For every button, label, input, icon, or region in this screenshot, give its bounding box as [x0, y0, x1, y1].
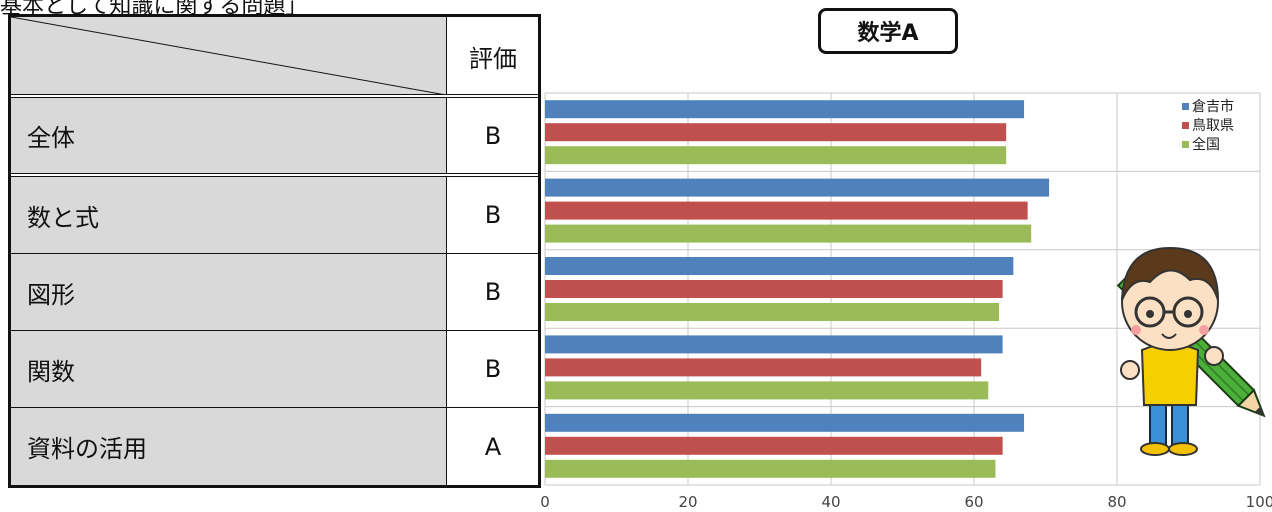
- diagonal-line: [11, 17, 446, 95]
- bar: [545, 413, 1025, 432]
- bar: [545, 146, 1007, 165]
- legend-label: 鳥取県: [1192, 118, 1234, 134]
- table-row: 資料の活用 A: [11, 408, 538, 485]
- boy-with-pencil-icon: [1116, 246, 1266, 456]
- row-grade: B: [448, 98, 538, 173]
- table-row: 関数 B: [11, 331, 538, 407]
- legend-swatch: [1182, 122, 1189, 129]
- bar: [545, 335, 1003, 354]
- x-tick-label: 60: [964, 493, 983, 511]
- grade-header: 評価: [448, 17, 538, 95]
- row-divider: [11, 173, 538, 177]
- evaluation-table: 評価 全体 B 数と式 B 図形 B 関数 B 資料の活用 A: [8, 14, 541, 488]
- x-tick-label: 100: [1246, 493, 1272, 511]
- legend-swatch: [1182, 141, 1189, 148]
- table-corner-cell: [11, 17, 447, 95]
- row-divider: [11, 94, 538, 98]
- bar: [545, 123, 1007, 142]
- row-divider: [11, 253, 538, 254]
- x-tick-label: 40: [821, 493, 840, 511]
- row-label: 全体: [11, 98, 447, 173]
- row-divider: [11, 407, 538, 408]
- row-grade: B: [448, 254, 538, 330]
- row-grade: B: [448, 177, 538, 253]
- row-label: 資料の活用: [11, 408, 447, 485]
- bar: [545, 436, 1003, 455]
- bar: [545, 201, 1028, 220]
- row-divider: [11, 330, 538, 331]
- bar: [545, 224, 1032, 243]
- row-label: 図形: [11, 254, 447, 330]
- table-row: 図形 B: [11, 254, 538, 330]
- x-tick-label: 80: [1107, 493, 1126, 511]
- table-header-row: 評価: [11, 17, 538, 95]
- bar: [545, 280, 1003, 298]
- bar: [545, 381, 989, 400]
- x-tick-label: 20: [678, 493, 697, 511]
- table-row: 全体 B: [11, 98, 538, 173]
- bar: [545, 459, 996, 478]
- legend-label: 全国: [1192, 136, 1220, 153]
- table-row: 数と式 B: [11, 177, 538, 253]
- row-label: 数と式: [11, 177, 447, 253]
- bar: [545, 100, 1025, 119]
- row-grade: B: [448, 331, 538, 407]
- bar: [545, 303, 1000, 321]
- bar: [545, 257, 1014, 275]
- bar: [545, 358, 982, 377]
- legend-label: 倉吉市: [1192, 98, 1234, 115]
- legend-swatch: [1182, 103, 1189, 110]
- row-grade: A: [448, 408, 538, 485]
- chart-title: 数学A: [818, 8, 958, 54]
- x-tick-label: 0: [540, 493, 550, 511]
- bar: [545, 178, 1050, 197]
- row-label: 関数: [11, 331, 447, 407]
